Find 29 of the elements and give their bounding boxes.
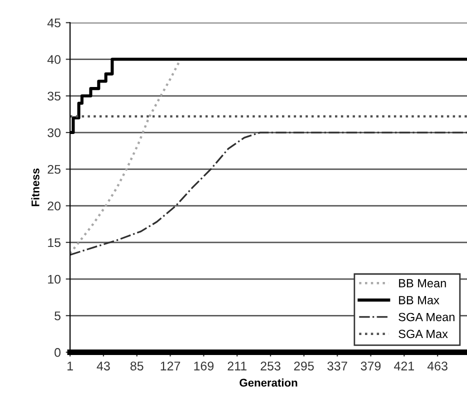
- y-tick-label: 25: [48, 164, 60, 174]
- legend-label: SGA Mean: [398, 312, 454, 322]
- y-tick-label: 30: [48, 128, 61, 138]
- x-tick-label: 295: [294, 362, 314, 370]
- x-axis-title: Generation: [240, 378, 298, 387]
- y-tick-label: 0: [54, 348, 61, 357]
- x-tick-label: 127: [160, 362, 180, 370]
- y-tick-label: 15: [48, 238, 60, 248]
- legend-label: BB Max: [399, 296, 440, 304]
- y-tick-label: 40: [47, 55, 61, 64]
- legend-label: BB Mean: [399, 279, 446, 288]
- y-tick-label: 35: [48, 92, 60, 101]
- x-tick-label: 169: [194, 362, 214, 370]
- x-tick-label: 1: [68, 362, 73, 370]
- x-tick-label: 253: [260, 362, 280, 370]
- x-tick-label: 43: [96, 362, 110, 370]
- x-tick-label: 463: [427, 362, 448, 370]
- x-tick-label: 379: [360, 362, 381, 370]
- y-axis-title: Fitness: [31, 168, 40, 206]
- x-tick-label: 85: [130, 362, 144, 370]
- legend-label: SGA Max: [398, 330, 448, 338]
- x-tick-label: 211: [228, 362, 246, 370]
- x-tick-label: 337: [327, 362, 348, 370]
- x-tick-label: 421: [394, 362, 414, 370]
- y-tick-label: 10: [48, 274, 61, 284]
- line-series: [70, 132, 467, 256]
- y-tick-label: 45: [47, 18, 60, 28]
- y-tick-label: 5: [54, 312, 60, 320]
- y-tick-label: 20: [48, 202, 61, 210]
